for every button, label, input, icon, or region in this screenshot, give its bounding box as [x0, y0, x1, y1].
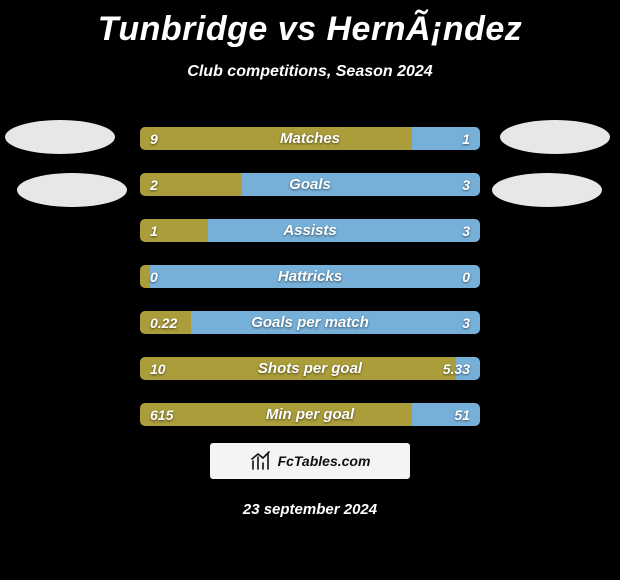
team-right-badge-placeholder: [492, 173, 602, 207]
comparison-subtitle: Club competitions, Season 2024: [0, 63, 620, 81]
stat-left-segment: [140, 311, 191, 334]
comparison-title: Tunbridge vs HernÃ¡ndez: [0, 0, 620, 49]
player-right-avatar-placeholder: [500, 120, 610, 154]
watermark-badge: FcTables.com: [210, 443, 410, 479]
stat-row: Hattricks00: [140, 265, 480, 288]
stat-row: Goals23: [140, 173, 480, 196]
comparison-bars: Matches91 Goals23 Assists13 Hattricks00 Goal…: [140, 127, 480, 449]
stat-row: Shots per goal105.33: [140, 357, 480, 380]
stat-right-segment: [456, 357, 480, 380]
watermark-text: FcTables.com: [278, 453, 371, 469]
player-left-avatar-placeholder: [5, 120, 115, 154]
stat-left-segment: [140, 219, 208, 242]
stat-right-segment: [412, 403, 480, 426]
fctables-logo-icon: [250, 451, 272, 471]
stat-left-segment: [140, 173, 242, 196]
stat-left-segment: [140, 265, 150, 288]
stat-left-segment: [140, 357, 456, 380]
stat-left-segment: [140, 403, 412, 426]
stat-row: Assists13: [140, 219, 480, 242]
stat-left-segment: [140, 127, 412, 150]
stat-right-segment: [412, 127, 480, 150]
footer-date: 23 september 2024: [0, 501, 620, 518]
team-left-badge-placeholder: [17, 173, 127, 207]
stat-row: Min per goal61551: [140, 403, 480, 426]
stat-right-segment: [208, 219, 480, 242]
stat-right-segment: [242, 173, 480, 196]
stat-row: Goals per match0.223: [140, 311, 480, 334]
stat-row: Matches91: [140, 127, 480, 150]
stat-right-segment: [150, 265, 480, 288]
stat-right-segment: [191, 311, 480, 334]
